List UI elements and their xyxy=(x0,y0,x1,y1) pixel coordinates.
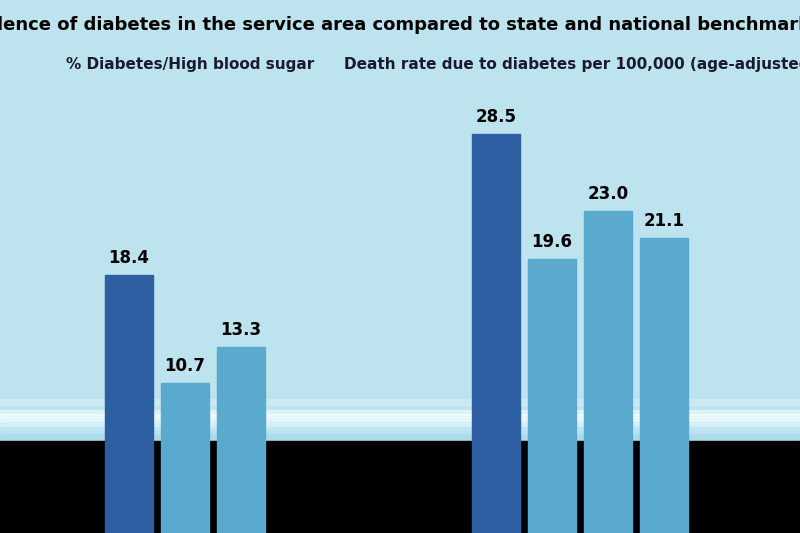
Bar xyxy=(584,211,632,533)
Bar xyxy=(161,383,209,533)
Text: 28.5: 28.5 xyxy=(475,108,517,126)
Bar xyxy=(0,410,800,415)
Text: 23.0: 23.0 xyxy=(587,185,629,203)
Bar xyxy=(0,414,800,417)
Bar xyxy=(472,134,520,533)
Text: % Diabetes/High blood sugar: % Diabetes/High blood sugar xyxy=(66,58,314,72)
Text: Death rate due to diabetes per 100,000 (age-adjusted): Death rate due to diabetes per 100,000 (… xyxy=(344,58,800,72)
Bar xyxy=(0,425,800,433)
Text: 18.4: 18.4 xyxy=(109,249,150,268)
Bar xyxy=(0,419,800,425)
Bar xyxy=(105,276,153,533)
Text: 19.6: 19.6 xyxy=(531,232,573,251)
Bar xyxy=(0,399,800,405)
Bar xyxy=(0,417,800,421)
Bar xyxy=(0,441,800,533)
Bar xyxy=(0,421,800,426)
Text: 21.1: 21.1 xyxy=(643,212,685,230)
Bar xyxy=(528,259,576,533)
Bar xyxy=(640,238,688,533)
Text: 13.3: 13.3 xyxy=(221,321,262,339)
Bar xyxy=(217,347,265,533)
Text: 10.7: 10.7 xyxy=(165,357,206,375)
Bar xyxy=(0,431,800,443)
Bar xyxy=(0,430,800,438)
Text: Prevalence of diabetes in the service area compared to state and national benchm: Prevalence of diabetes in the service ar… xyxy=(0,16,800,34)
